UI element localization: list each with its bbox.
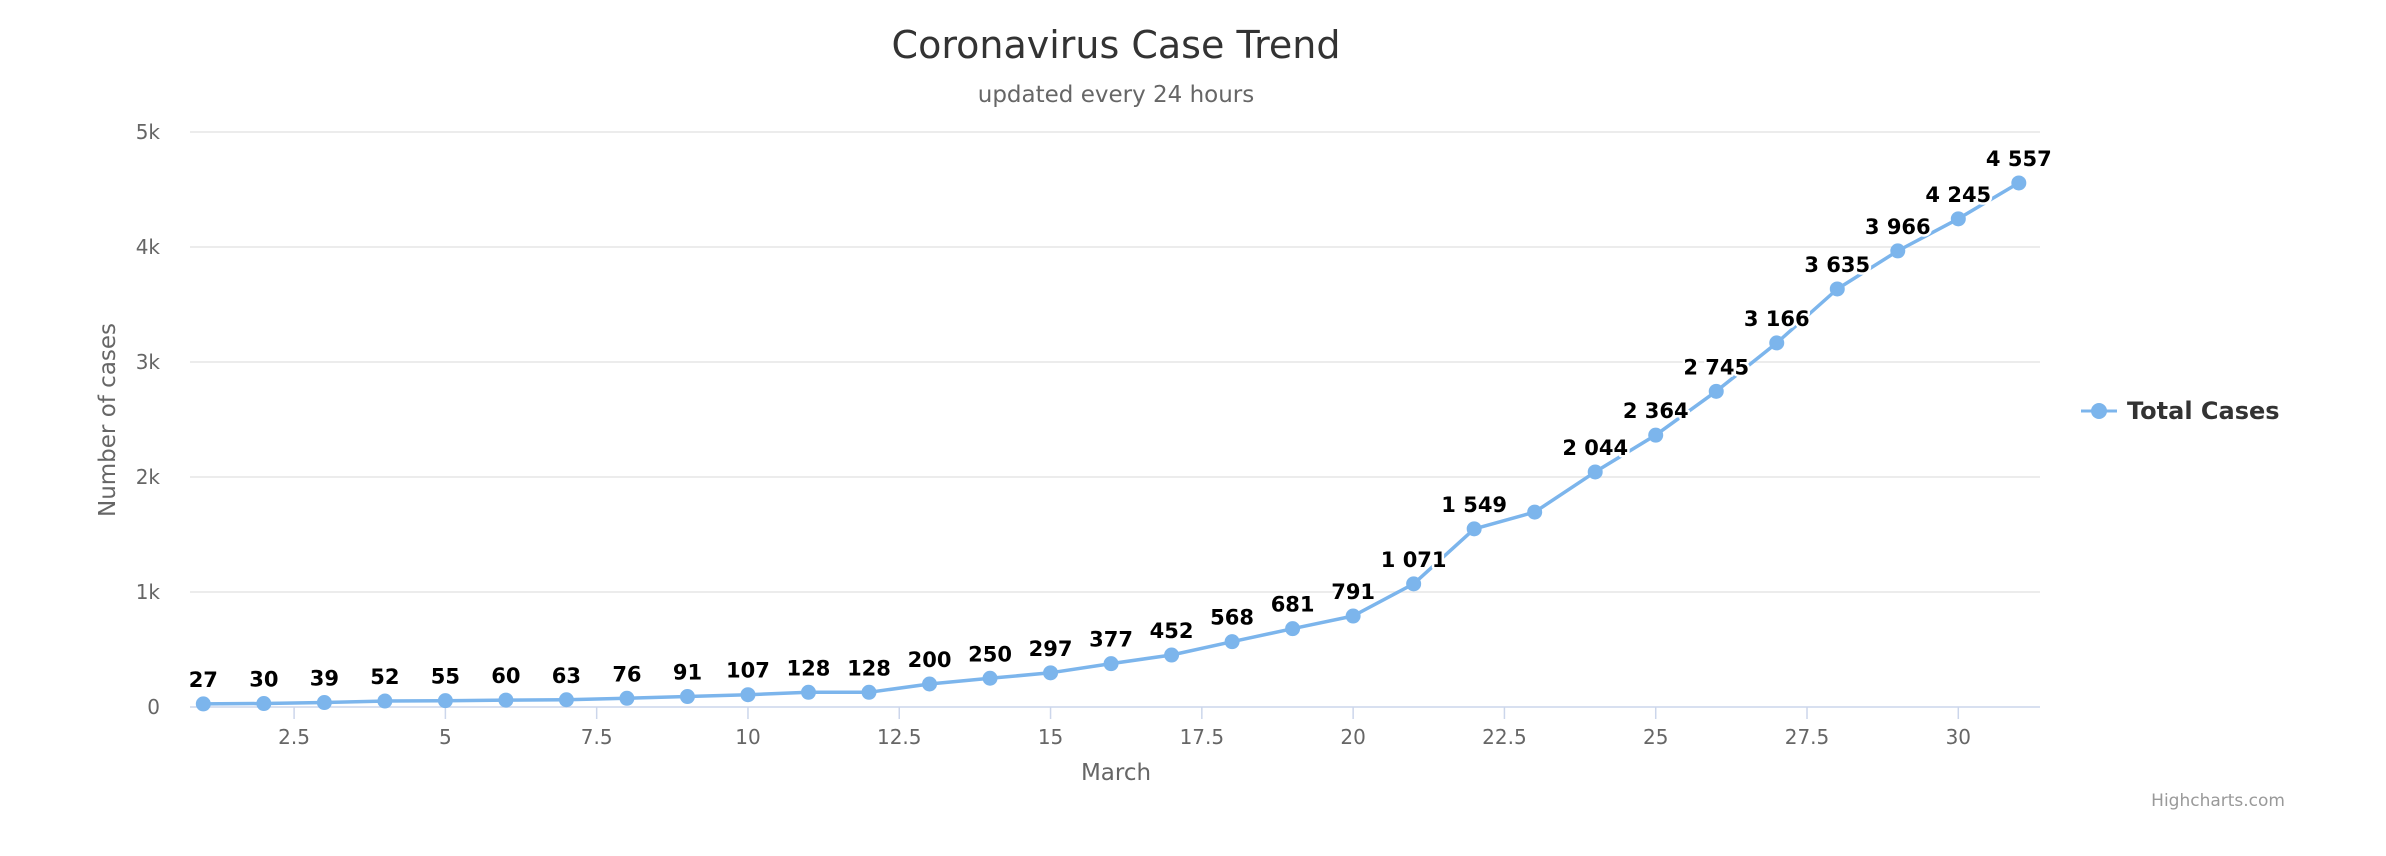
data-point-26[interactable] (1708, 383, 1724, 399)
chart-subtitle: updated every 24 hours (978, 82, 1254, 108)
x-tick-label-1: 5 (439, 725, 452, 749)
data-point-11[interactable] (800, 684, 816, 700)
credits-link[interactable]: Highcharts.com (2151, 791, 2285, 811)
data-label-27: 3 166 (1744, 307, 1810, 331)
data-point-22[interactable] (1466, 521, 1482, 537)
data-label-7: 63 (552, 664, 581, 688)
x-tick-label-9: 25 (1643, 725, 1668, 749)
data-label-28: 3 635 (1804, 253, 1870, 277)
data-point-28[interactable] (1829, 281, 1845, 297)
data-point-6[interactable] (498, 692, 514, 708)
x-tick-label-0: 2.5 (278, 725, 310, 749)
data-label-8: 76 (612, 662, 641, 686)
x-tick-label-7: 20 (1340, 725, 1365, 749)
data-point-4[interactable] (377, 693, 393, 709)
x-tick-label-10: 27.5 (1785, 725, 1830, 749)
data-label-3: 39 (310, 667, 339, 691)
data-label-21: 1 071 (1381, 548, 1447, 572)
y-tick-label-5: 5k (136, 120, 161, 144)
y-tick-label-0: 0 (147, 695, 160, 719)
y-tick-label-1: 1k (136, 580, 161, 604)
x-tick-label-4: 12.5 (877, 725, 922, 749)
data-label-25: 2 364 (1623, 399, 1689, 423)
data-point-12[interactable] (861, 684, 877, 700)
series-line (203, 181, 2020, 706)
data-point-10[interactable] (740, 687, 756, 703)
x-tick-label-8: 22.5 (1482, 725, 1527, 749)
data-label-12: 128 (847, 656, 891, 680)
data-label-22: 1 549 (1441, 493, 1507, 517)
series-total-cases[interactable] (195, 175, 2027, 712)
data-point-17[interactable] (1164, 647, 1180, 663)
x-tick-label-3: 10 (735, 725, 760, 749)
data-label-18: 568 (1210, 606, 1254, 630)
data-label-10: 107 (726, 659, 770, 683)
data-point-15[interactable] (1043, 665, 1059, 681)
data-point-16[interactable] (1103, 656, 1119, 672)
data-point-24[interactable] (1587, 464, 1603, 480)
data-point-3[interactable] (316, 695, 332, 711)
data-labels: 27 30 39 52 55 60 63 76 91 107 128 128 200 250 297 377 4… (186, 144, 2054, 694)
data-point-8[interactable] (619, 690, 635, 706)
legend-item-total-cases[interactable]: Total Cases (2127, 397, 2280, 425)
data-point-23[interactable] (1527, 504, 1543, 520)
data-label-15: 297 (1029, 637, 1073, 661)
data-label-5: 55 (431, 665, 460, 689)
x-axis-title: March (1081, 760, 1151, 786)
data-label-19: 681 (1271, 593, 1315, 617)
x-tick-label-6: 17.5 (1180, 725, 1225, 749)
data-label-13: 200 (908, 648, 952, 672)
x-tick-label-11: 30 (1946, 725, 1971, 749)
data-point-29[interactable] (1890, 243, 1906, 259)
x-tick-label-5: 15 (1038, 725, 1063, 749)
data-label-20: 791 (1331, 580, 1375, 604)
data-point-14[interactable] (982, 670, 998, 686)
data-point-5[interactable] (437, 693, 453, 709)
data-point-25[interactable] (1648, 427, 1664, 443)
data-point-30[interactable] (1950, 211, 1966, 227)
data-label-26: 2 745 (1683, 355, 1749, 379)
data-label-24: 2 044 (1562, 436, 1628, 460)
data-point-18[interactable] (1224, 634, 1240, 650)
data-point-19[interactable] (1285, 621, 1301, 637)
x-tick-label-2: 7.5 (581, 725, 613, 749)
data-label-16: 377 (1089, 628, 1133, 652)
data-label-30: 4 245 (1925, 183, 1991, 207)
data-label-9: 91 (673, 661, 702, 685)
data-label-11: 128 (787, 656, 831, 680)
data-point-20[interactable] (1345, 608, 1361, 624)
y-tick-label-3: 3k (136, 350, 161, 374)
data-point-1[interactable] (195, 696, 211, 712)
data-point-27[interactable] (1769, 335, 1785, 351)
y-tick-label-2: 2k (136, 465, 161, 489)
data-point-7[interactable] (558, 692, 574, 708)
data-point-2[interactable] (256, 696, 272, 712)
data-point-13[interactable] (922, 676, 938, 692)
data-label-4: 52 (370, 665, 399, 689)
data-label-14: 250 (968, 642, 1012, 666)
grid (190, 131, 2040, 593)
x-axis-ticks: 2.5 5 7.5 10 12.5 15 17.5 20 22.5 25 27.5 30 (278, 707, 1971, 749)
data-point-9[interactable] (679, 689, 695, 705)
data-label-17: 452 (1150, 619, 1194, 643)
legend[interactable]: Total Cases (2081, 397, 2280, 425)
y-tick-label-4: 4k (136, 235, 161, 259)
data-label-29: 3 966 (1865, 215, 1931, 239)
data-label-6: 60 (491, 664, 520, 688)
data-label-2: 30 (249, 668, 278, 692)
chart-title: Coronavirus Case Trend (892, 23, 1341, 67)
data-label-31: 4 557 (1986, 147, 2052, 171)
data-point-21[interactable] (1406, 576, 1422, 592)
legend-marker-icon (2091, 403, 2107, 419)
y-axis-ticks: 0 1k 2k 3k 4k 5k (136, 120, 161, 719)
data-label-1: 27 (189, 668, 218, 692)
y-axis-title: Number of cases (95, 323, 121, 517)
data-point-31[interactable] (2011, 175, 2027, 191)
